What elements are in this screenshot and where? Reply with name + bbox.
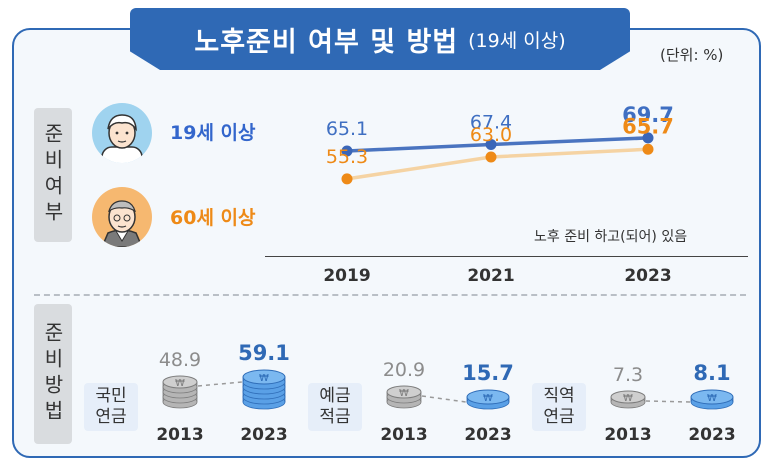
data-point (485, 151, 497, 163)
svg-text:₩: ₩ (483, 393, 493, 404)
method-tag-line1: 예금 (319, 386, 351, 406)
svg-text:₩: ₩ (175, 378, 185, 389)
data-label: 7.3 (613, 364, 643, 386)
x-tick-label: 2021 (467, 266, 514, 286)
x-tick-label: 2023 (240, 425, 287, 445)
data-label: 15.7 (462, 361, 514, 385)
x-tick-label: 2013 (604, 425, 651, 445)
change-connector (197, 381, 243, 387)
section-divider (34, 294, 746, 296)
method-tag-line1: 직역 (543, 386, 575, 406)
coin-stack-bar: ₩ (610, 390, 646, 409)
data-point (341, 145, 353, 157)
page-subtitle: (19세 이상) (468, 29, 566, 52)
method-tag-line1: 국민 (95, 386, 127, 406)
x-tick-label: 2019 (323, 266, 370, 286)
unit-label: (단위: %) (660, 46, 724, 64)
svg-text:₩: ₩ (623, 393, 633, 404)
data-label: 48.9 (159, 349, 201, 371)
coin-stack-bar: ₩ (466, 389, 510, 410)
data-label: 65.1 (326, 118, 368, 140)
coin-stack-bar: ₩ (386, 385, 422, 409)
coin-stack-bar: ₩ (162, 375, 198, 409)
data-label: 63.0 (470, 124, 512, 146)
x-tick-label: 2013 (156, 425, 203, 445)
method-tag-line2: 적금 (319, 407, 351, 427)
data-label: 67.4 (470, 111, 512, 133)
x-tick-label: 2023 (624, 266, 671, 286)
change-connector (421, 395, 467, 403)
data-label: 8.1 (693, 361, 730, 385)
svg-text:₩: ₩ (399, 388, 409, 399)
group-label-19plus: 19세 이상 (170, 122, 256, 144)
method-tag-line2: 연금 (95, 407, 127, 427)
method-tag-occupational-pension: 직역 연금 (532, 383, 586, 431)
method-tag-line2: 연금 (543, 407, 575, 427)
x-tick-label: 2013 (380, 425, 427, 445)
page-title: 노후준비 여부 및 방법 (194, 26, 459, 58)
change-connector (645, 400, 691, 403)
data-label: 55.3 (326, 146, 368, 168)
chart-note: 노후 준비 하고(되어) 있음 (534, 229, 688, 245)
young-person-icon (92, 103, 152, 163)
section-label-readiness: 준비여부 (34, 108, 72, 242)
method-tag-savings: 예금 적금 (308, 383, 362, 431)
section-label-method: 준비방법 (34, 304, 72, 444)
coin-stack-bar: ₩ (242, 369, 286, 410)
group-label-60plus: 60세 이상 (170, 207, 256, 229)
data-point (642, 143, 654, 155)
x-tick-label: 2023 (464, 425, 511, 445)
x-axis-line (265, 256, 748, 257)
data-label: 20.9 (383, 359, 425, 381)
data-point (341, 173, 353, 185)
data-point (485, 138, 497, 150)
x-tick-label: 2023 (688, 425, 735, 445)
svg-text:₩: ₩ (259, 373, 269, 384)
data-label: 59.1 (238, 341, 290, 365)
data-point (642, 132, 654, 144)
data-label: 65.7 (622, 114, 674, 138)
svg-text:₩: ₩ (707, 393, 717, 404)
coin-stack-bar: ₩ (690, 389, 734, 410)
series-line-1 (345, 147, 650, 181)
title-banner: 노후준비 여부 및 방법 (19세 이상) (130, 8, 630, 70)
data-label: 69.7 (622, 103, 674, 127)
elderly-person-icon (92, 187, 152, 247)
method-tag-national-pension: 국민 연금 (84, 383, 138, 431)
